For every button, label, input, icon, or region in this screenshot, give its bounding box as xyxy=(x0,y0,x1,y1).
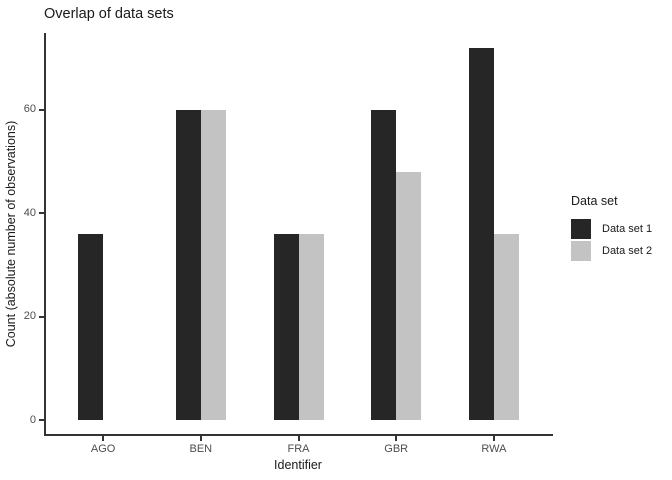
y-tick-20 xyxy=(39,315,44,318)
x-axis-line xyxy=(44,434,553,436)
legend-title: Data set xyxy=(571,194,618,208)
x-tick-ago xyxy=(102,436,105,441)
bar-data-set-2-gbr xyxy=(396,172,422,420)
x-tick-label-fra: FRA xyxy=(287,443,310,455)
bar-data-set-1-ago xyxy=(78,234,104,420)
plot-panel: 0 20 40 60 AGO BEN FRA GBR RWA xyxy=(24,33,553,455)
y-tick-label-20: 20 xyxy=(23,310,36,323)
chart-title: Overlap of data sets xyxy=(44,6,174,22)
x-tick-label-ago: AGO xyxy=(90,443,116,455)
x-tick-gbr xyxy=(395,436,398,441)
bar-data-set-1-ben xyxy=(175,110,201,420)
legend-items: Data set 1 Data set 2 xyxy=(571,219,652,261)
x-tick-rwa xyxy=(492,436,495,441)
legend-label: Data set 2 xyxy=(602,245,653,257)
y-tick-40 xyxy=(39,212,44,215)
y-tick-60 xyxy=(39,108,44,111)
bar-data-set-2-fra xyxy=(298,234,324,420)
bar-data-set-1-gbr xyxy=(371,110,397,420)
legend-swatch xyxy=(571,219,591,239)
y-tick-0 xyxy=(39,419,44,421)
legend-item-data-set-2: Data set 2 xyxy=(571,241,652,261)
legend-swatch xyxy=(571,241,591,261)
y-axis-line xyxy=(44,33,46,436)
bar-data-set-1-fra xyxy=(273,234,299,420)
x-tick-label-rwa: RWA xyxy=(481,443,507,455)
bar-data-set-1-rwa xyxy=(468,48,494,420)
x-tick-label-ben: BEN xyxy=(189,443,213,455)
legend-label: Data set 1 xyxy=(602,223,653,235)
y-tick-label-60: 60 xyxy=(23,103,36,116)
y-tick-label-40: 40 xyxy=(23,206,36,219)
x-axis-title: Identifier xyxy=(274,458,322,472)
x-tick-ben xyxy=(199,436,202,441)
bar-data-set-2-rwa xyxy=(493,234,519,420)
y-tick-label-0: 0 xyxy=(29,413,36,426)
x-tick-fra xyxy=(297,436,300,441)
legend: Data set Data set 1 Data set 2 xyxy=(571,194,652,263)
legend-item-data-set-1: Data set 1 xyxy=(571,219,652,239)
x-tick-label-gbr: GBR xyxy=(384,443,409,455)
bar-data-set-2-ben xyxy=(200,110,226,420)
